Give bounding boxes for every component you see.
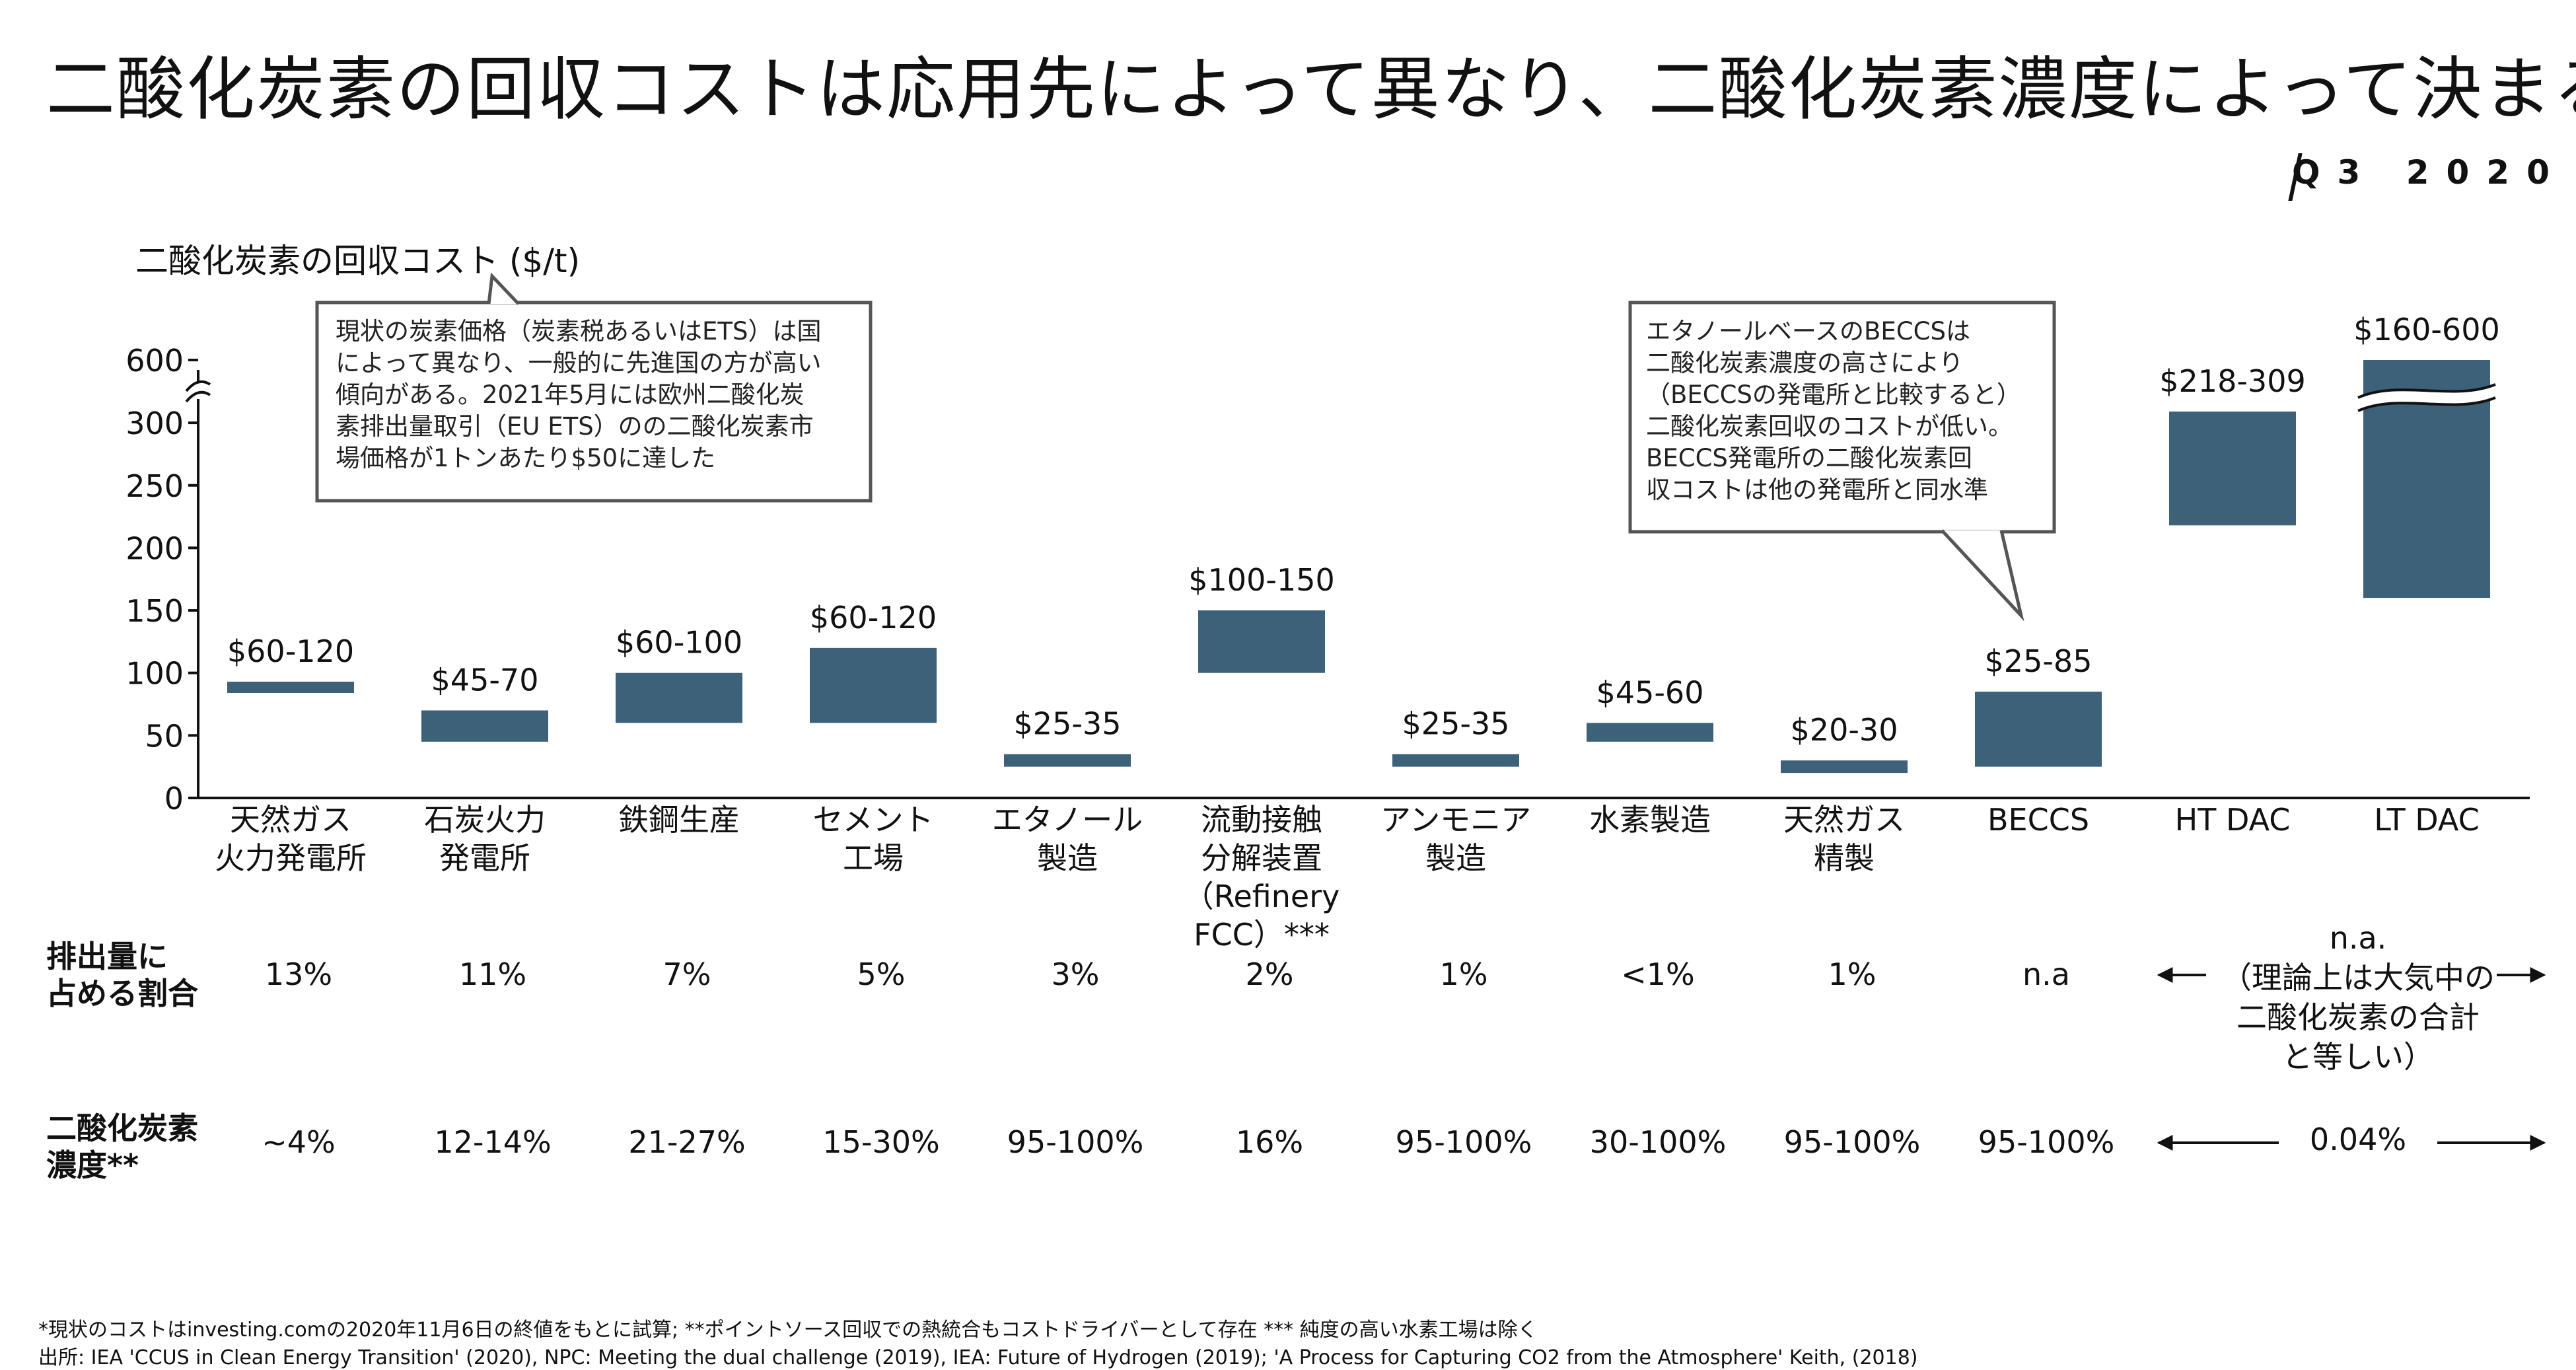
bar-value-label: $60-120	[227, 633, 354, 669]
range-bar	[616, 672, 742, 723]
bar-value-label: $218-309	[2159, 363, 2305, 399]
x-category-label: エタノール 製造	[991, 802, 1143, 876]
x-category-label: 天然ガス 火力発電所	[215, 802, 367, 876]
bar-value-label: $25-35	[1014, 706, 1122, 742]
range-bar	[2169, 412, 2296, 526]
range-bar	[1587, 723, 1713, 742]
footnote-sources: 出所: IEA 'CCUS in Clean Energy Transition…	[38, 1346, 1918, 1369]
row-label-co2-concentration: 二酸化炭素 濃度**	[46, 1110, 198, 1183]
bar-value-label: $25-35	[1402, 706, 1510, 742]
emission-share-value: 1%	[1439, 956, 1488, 992]
y-tick-label: 200	[125, 530, 184, 566]
x-category-label: アンモニア 製造	[1380, 802, 1532, 876]
callout-text-beccs: エタノールベースのBECCSは 二酸化炭素濃度の高さにより （BECCSの発電所…	[1646, 317, 2021, 504]
row-span-text-emission-share: n.a. （理論上は大気中の 二酸化炭素の合計 と等しい）	[2221, 920, 2495, 1075]
range-bar	[227, 681, 354, 693]
bar-break-mark-lower	[2357, 396, 2496, 412]
range-bar	[1198, 610, 1325, 673]
emission-share-value: 2%	[1245, 956, 1294, 992]
y-break-mark-lower	[185, 390, 211, 403]
range-bar	[1781, 760, 1908, 774]
co2-concentration-value: 95-100%	[1395, 1124, 1532, 1160]
co2-concentration-value: 30-100%	[1589, 1124, 1727, 1160]
y-tick-label: 150	[125, 593, 184, 629]
co2-concentration-value: 21-27%	[628, 1124, 746, 1160]
x-category-label: BECCS	[1987, 802, 2090, 838]
x-category-label: LT DAC	[2374, 802, 2480, 838]
x-category-label: 流動接触 分解装置 （Refinery FCC）***	[1183, 802, 1340, 953]
emission-share-value: 11%	[458, 956, 527, 992]
range-bar	[1392, 754, 1519, 767]
co2-concentration-value: ~4%	[262, 1124, 336, 1160]
co2-concentration-value: 95-100%	[1007, 1124, 1144, 1160]
y-axis-title: 二酸化炭素の回収コスト ($/t)	[135, 242, 581, 280]
y-tick-label: 250	[125, 468, 184, 504]
callout-box-beccs	[1628, 301, 2056, 534]
x-category-label: セメント 工場	[812, 802, 934, 876]
co2-concentration-value: 15-30%	[822, 1124, 940, 1160]
callout-pointer-beccs	[1941, 529, 2024, 622]
page-title: 二酸化炭素の回収コストは応用先によって異なり、二酸化炭素濃度によって決まる	[46, 49, 2576, 129]
co2-concentration-value: 16%	[1235, 1124, 1304, 1160]
bar-break-mark-upper	[2357, 383, 2496, 399]
bar-value-label: $20-30	[1791, 712, 1898, 748]
emission-share-value: 1%	[1828, 956, 1877, 992]
x-category-label: 鉄鋼生産	[618, 802, 740, 838]
co2-concentration-value: 12-14%	[434, 1124, 552, 1160]
footnote-notes: *現状のコストはinvesting.comの2020年11月6日の終値をもとに試…	[38, 1318, 1538, 1342]
bar-value-label: $160-600	[2353, 312, 2499, 347]
y-tick-label: 0	[164, 781, 184, 816]
emission-share-value: n.a	[2022, 956, 2070, 992]
range-bar	[1004, 754, 1131, 767]
bar-value-label: $25-85	[1985, 643, 2093, 679]
range-bar	[810, 647, 937, 723]
bar-value-label: $60-100	[616, 625, 742, 661]
emission-share-value: 7%	[662, 956, 711, 992]
range-bar	[1975, 692, 2102, 767]
y-tick-label: 600	[125, 343, 184, 379]
y-break-mark-upper	[185, 380, 211, 392]
y-axis-break	[185, 380, 211, 403]
y-tick-label: 100	[125, 656, 184, 692]
y-tick-label: 300	[125, 406, 184, 441]
co2-concentration-value: 95-100%	[1783, 1124, 1921, 1160]
row-span-text-co2-concentration: 0.04%	[2309, 1122, 2407, 1157]
y-tick-label: 50	[145, 718, 184, 754]
period-label: Q3 2020	[2292, 153, 2567, 192]
emission-share-value: 3%	[1051, 956, 1100, 992]
callout-pointer-carbon-price	[487, 272, 520, 305]
callout-box-carbon-price	[315, 301, 873, 503]
callout-text-carbon-price: 現状の炭素価格（炭素税あるいはETS）は国 によって異なり、一般的に先進国の方が…	[336, 317, 822, 472]
emission-share-value: 13%	[264, 956, 333, 992]
x-category-label: HT DAC	[2174, 802, 2291, 838]
x-category-label: 天然ガス 精製	[1783, 802, 1905, 876]
co2-concentration-value: 95-100%	[1978, 1124, 2115, 1160]
bar-value-label: $45-70	[431, 662, 539, 698]
range-bar	[421, 710, 548, 742]
bar-value-label: $100-150	[1188, 562, 1334, 598]
x-category-label: 石炭火力 発電所	[424, 802, 546, 876]
row-label-emission-share: 排出量に 占める割合	[46, 939, 198, 1011]
bar-value-label: $60-120	[810, 600, 937, 635]
emission-share-value: 5%	[857, 956, 906, 992]
bar-value-label: $45-60	[1596, 674, 1704, 710]
x-category-label: 水素製造	[1589, 802, 1711, 838]
emission-share-value: <1%	[1621, 956, 1695, 992]
